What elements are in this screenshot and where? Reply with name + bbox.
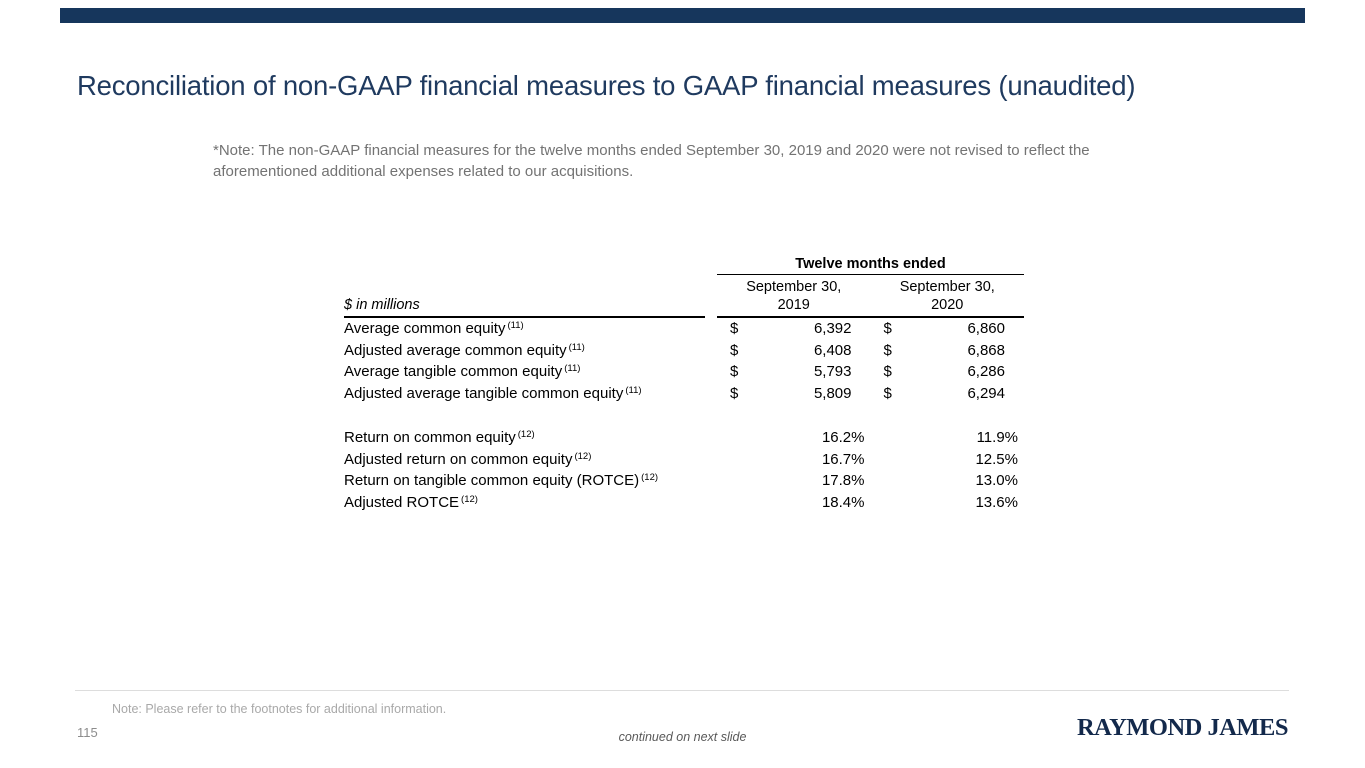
col-header-2020: September 30, 2020 (899, 279, 995, 313)
value-cell-2020: $6,860 (871, 318, 1025, 340)
currency-symbol: $ (883, 320, 892, 337)
cell-value: 16.2% (821, 429, 865, 446)
currency-symbol: $ (730, 320, 739, 337)
financial-table: $ in millions Twelve months ended Septem… (344, 256, 1024, 513)
value-cell-2019: $6,392 (717, 318, 871, 340)
row-label: Adjusted ROTCE (344, 493, 460, 511)
table-row: Adjusted return on common equity (12) 16.… (344, 449, 1024, 471)
cell-value: 6,286 (967, 363, 1005, 380)
value-cell-2020: 12.5% (871, 449, 1025, 471)
row-footnote-sup: (11) (564, 363, 581, 374)
table-row: Average tangible common equity (11) $5,79… (344, 361, 1024, 383)
currency-symbol: $ (730, 341, 739, 359)
units-label: $ in millions (344, 256, 705, 318)
row-label: Adjusted average common equity (344, 341, 567, 359)
date-header-row: September 30, 2019 September 30, 2020 (717, 275, 1024, 316)
value-cell-2019: $6,408 (717, 340, 871, 362)
table-row: Return on common equity (12) 16.2% 11.9% (344, 427, 1024, 449)
row-label: Return on tangible common equity (ROTCE) (344, 472, 640, 489)
cell-value: 6,294 (967, 384, 1005, 402)
value-cell-2020: $6,286 (871, 361, 1025, 383)
row-label: Return on common equity (344, 429, 516, 446)
cell-value: 5,809 (813, 384, 852, 402)
row-footnote-sup: (12) (461, 493, 478, 505)
top-accent-bar (60, 8, 1305, 23)
value-cell-2019: $5,809 (717, 383, 871, 405)
row-footnote-sup: (11) (507, 320, 524, 331)
page-title: Reconciliation of non-GAAP financial mea… (77, 70, 1136, 101)
footnote: Note: Please refer to the footnotes for … (112, 702, 447, 716)
date-columns-header: Twelve months ended September 30, 2019 S… (717, 256, 1024, 318)
table-row: Average common equity (11) $6,392 $6,860 (344, 318, 1024, 340)
row-footnote-sup: (11) (568, 341, 585, 353)
value-cell-2019: 16.7% (717, 449, 871, 471)
value-cell-2020: $6,868 (871, 340, 1025, 362)
currency-symbol: $ (730, 384, 739, 402)
value-cell-2020: 11.9% (871, 427, 1025, 449)
row-footnote-sup: (12) (574, 450, 592, 462)
currency-symbol: $ (883, 384, 892, 402)
row-label: Average common equity (344, 320, 506, 337)
row-label: Adjusted average tangible common equity (344, 384, 624, 402)
cell-value: 18.4% (821, 493, 865, 511)
page-number: 115 (77, 725, 98, 740)
currency-symbol: $ (730, 363, 739, 380)
cell-value: 13.6% (975, 493, 1018, 511)
cell-value: 6,408 (813, 341, 852, 359)
cell-value: 17.8% (821, 472, 865, 489)
cell-value: 6,860 (967, 320, 1005, 337)
value-cell-2019: 16.2% (717, 427, 871, 449)
currency-symbol: $ (883, 341, 892, 359)
cell-value: 12.5% (975, 450, 1018, 468)
row-footnote-sup: (12) (517, 429, 535, 440)
value-cell-2020: $6,294 (871, 383, 1025, 405)
note-paragraph: *Note: The non-GAAP financial measures f… (213, 142, 1090, 180)
row-label: Adjusted return on common equity (344, 450, 573, 468)
table-header: $ in millions Twelve months ended Septem… (344, 256, 1024, 318)
row-footnote-sup: (11) (625, 384, 642, 396)
column-gap (705, 256, 717, 318)
continued-note: continued on next slide (618, 730, 747, 744)
table-row: Return on tangible common equity (ROTCE)… (344, 470, 1024, 492)
cell-value: 16.7% (821, 450, 865, 468)
row-label: Average tangible common equity (344, 363, 563, 380)
cell-value: 11.9% (976, 429, 1018, 446)
value-cell-2020: 13.0% (871, 470, 1025, 492)
cell-value: 13.0% (975, 472, 1018, 489)
footer-divider (75, 690, 1289, 691)
cell-value: 6,392 (813, 320, 852, 337)
col-header-2019: September 30, 2019 (746, 279, 842, 313)
table-row: Adjusted average tangible common equity(… (344, 383, 1024, 405)
value-cell-2020: 13.6% (871, 492, 1025, 514)
table-row: Adjusted ROTCE (12) 18.4% 13.6% (344, 492, 1024, 514)
value-cell-2019: 17.8% (717, 470, 871, 492)
value-cell-2019: $5,793 (717, 361, 871, 383)
raymond-james-logo: RAYMOND JAMES (1076, 714, 1289, 741)
row-footnote-sup: (12) (641, 472, 659, 483)
cell-value: 5,793 (813, 363, 852, 380)
table-row: Adjusted average common equity (11) $6,40… (344, 340, 1024, 362)
value-cell-2019: 18.4% (717, 492, 871, 514)
span-header: Twelve months ended (717, 256, 1024, 275)
cell-value: 6,868 (967, 341, 1005, 359)
currency-symbol: $ (883, 363, 892, 380)
table-spacer (344, 404, 1024, 427)
